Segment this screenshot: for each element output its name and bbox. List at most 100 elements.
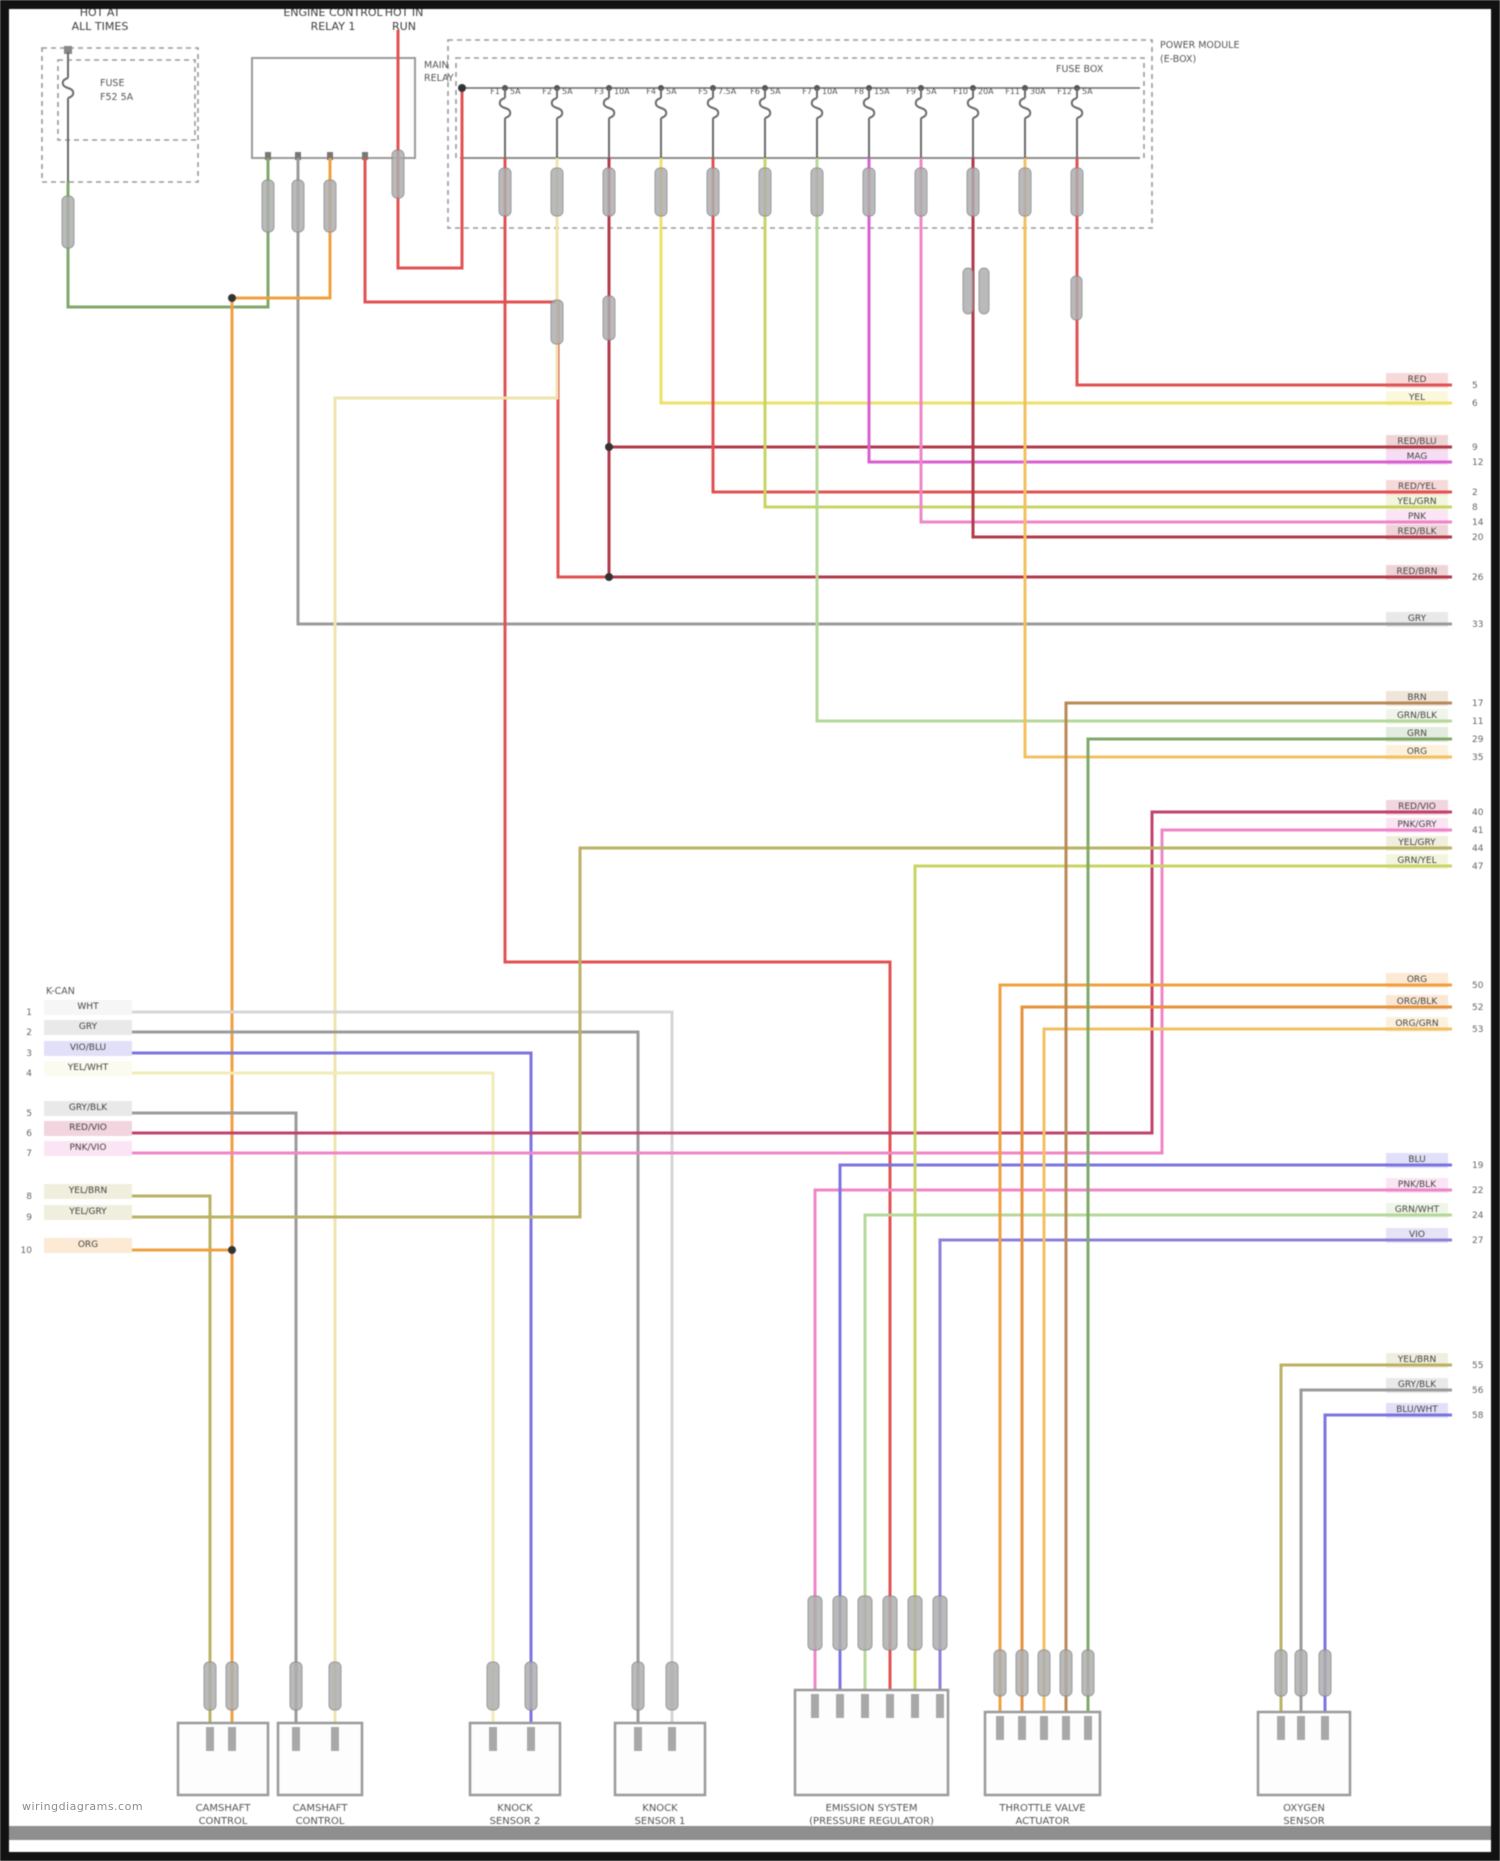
right-terminal-label: VIO	[1409, 1230, 1425, 1240]
right-terminal-label: MAG	[1407, 452, 1428, 462]
connector-pin	[1018, 1716, 1026, 1740]
terminal-band	[1386, 709, 1448, 724]
terminal-band	[1386, 1228, 1448, 1243]
right-terminal-pin: 41	[1472, 826, 1483, 836]
right-terminal-pin: 22	[1472, 1186, 1483, 1196]
component-label: POWER MODULE	[1160, 40, 1239, 51]
component-label: RELAY	[424, 73, 454, 84]
terminal-band	[44, 1020, 132, 1035]
right-terminal-label: GRN/WHT	[1395, 1205, 1440, 1215]
right-terminal-pin: 24	[1472, 1211, 1484, 1221]
right-terminal-label: GRY	[1408, 614, 1427, 624]
inline-connector	[1081, 1649, 1095, 1697]
wire-throttle-org1	[998, 983, 1452, 1712]
terminal-band	[1386, 373, 1448, 388]
knock-sensor-1-connector-label: SENSOR 1	[635, 1816, 686, 1827]
fuse-F11-glyph	[1018, 97, 1032, 119]
connector-pin	[668, 1727, 676, 1751]
right-terminal-pin: 47	[1472, 862, 1483, 872]
junction-dot	[228, 294, 236, 302]
wire-evap-blue	[838, 1163, 1452, 1690]
inline-connector	[524, 1661, 538, 1711]
right-terminal-label: ORG	[1407, 975, 1427, 985]
fuse-F7-glyph	[810, 97, 824, 119]
connector-pin	[861, 1694, 869, 1718]
wire-l3-olive1	[132, 1194, 212, 1723]
right-terminal-pin: 50	[1472, 981, 1484, 991]
wire-l2-pink	[132, 828, 1452, 1155]
feed-fuse-terminal	[64, 46, 72, 54]
junction-dot	[228, 1246, 236, 1254]
right-terminal-label: GRN/YEL	[1397, 856, 1436, 866]
feed-fuse-glyph	[61, 77, 75, 99]
right-terminal-label: GRN	[1407, 729, 1427, 739]
terminal-band	[1386, 995, 1448, 1010]
terminal-band	[1386, 1378, 1448, 1393]
terminal-band	[44, 1121, 132, 1136]
terminal-band	[1386, 691, 1448, 706]
component-label: MAIN	[424, 60, 449, 71]
wire-f7-ltgreen	[815, 158, 1452, 723]
fuse-F4-glyph	[654, 97, 668, 119]
left-terminal-pin: 8	[26, 1192, 32, 1202]
fuse-F5-id: F5	[698, 87, 708, 96]
terminal-band	[1386, 1203, 1448, 1218]
wire-f1-red	[503, 158, 892, 1690]
fuse-F2-glyph	[550, 97, 564, 119]
camshaft-valve-2-connector-label: CONTROL	[199, 1816, 248, 1827]
terminal-band	[1386, 973, 1448, 988]
wire-o2-blue	[1323, 1413, 1452, 1712]
inline-connector	[932, 1595, 948, 1651]
component-label: FUSE BOX	[1056, 64, 1104, 75]
connector-pin	[292, 1727, 300, 1751]
inline-connector	[810, 167, 824, 217]
inline-connector	[1294, 1649, 1308, 1697]
wire-f6-ygreen	[763, 158, 1452, 509]
terminal-band	[1386, 480, 1448, 495]
left-terminal-pin: 5	[26, 1109, 32, 1119]
left-terminal-pin: 9	[26, 1213, 32, 1223]
inline-connector	[914, 167, 928, 217]
fuse-F5-amp: 7.5A	[718, 87, 737, 96]
relay-pin-stub	[327, 152, 333, 160]
relay-box	[251, 57, 416, 159]
fuse-F2-id: F2	[542, 87, 552, 96]
right-terminal-label: RED/BLU	[1397, 437, 1436, 447]
connector-pin	[1062, 1716, 1070, 1740]
inline-connector	[807, 1595, 823, 1651]
junction-dot	[605, 573, 613, 581]
left-terminal-pin: 10	[21, 1246, 33, 1256]
fuse-F9-glyph	[914, 97, 928, 119]
terminal-band	[1386, 854, 1448, 869]
fuse-F11-amp: 30A	[1030, 87, 1046, 96]
left-terminal-label: VIO/BLU	[70, 1043, 106, 1053]
right-terminal-pin: 29	[1472, 735, 1484, 745]
connector-pin	[228, 1727, 236, 1751]
connector-pin	[811, 1694, 819, 1718]
right-terminal-pin: 58	[1472, 1411, 1484, 1421]
wire-l2-gray	[132, 1111, 298, 1723]
oxygen-sensor-connector-label: SENSOR	[1283, 1816, 1324, 1827]
right-terminal-pin: 44	[1472, 844, 1484, 854]
wire-kcan-blu	[132, 1051, 533, 1723]
inline-connector	[862, 167, 876, 217]
emission-components-connector-label: EMISSION SYSTEM	[826, 1803, 918, 1814]
terminal-band	[1386, 745, 1448, 760]
fuse-holder-box	[41, 47, 199, 183]
connector-pin	[1040, 1716, 1048, 1740]
terminal-band	[1386, 1353, 1448, 1368]
throttle-actuator-connector-label: THROTTLE VALVE	[998, 1803, 1085, 1814]
fuse-F4-id: F4	[646, 87, 656, 96]
right-terminal-pin: 27	[1472, 1236, 1483, 1246]
connector-pin	[331, 1727, 339, 1751]
component-label: (E-BOX)	[1160, 54, 1196, 65]
fuse-F10-amp: 20A	[978, 87, 994, 96]
wire-f4-yellow	[659, 158, 1452, 405]
inline-connector	[550, 299, 564, 345]
inline-connector	[225, 1661, 239, 1711]
wire-kcan-wht	[132, 1010, 674, 1723]
fuse-F5-glyph	[706, 97, 720, 119]
right-terminal-pin: 33	[1472, 620, 1483, 630]
